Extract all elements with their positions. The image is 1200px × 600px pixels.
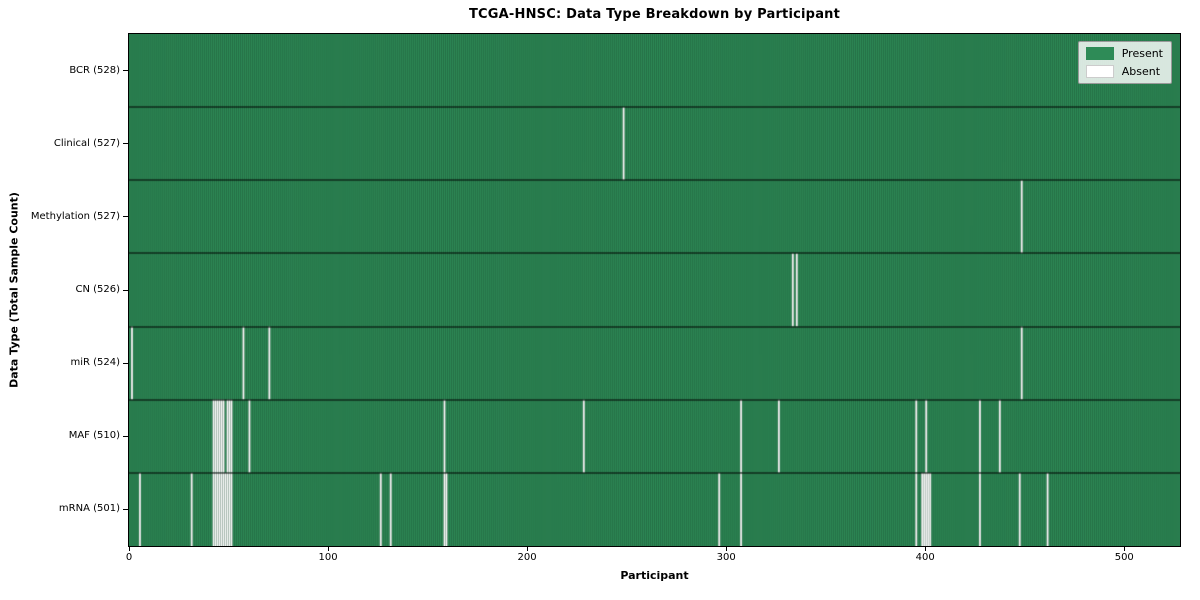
legend-item-absent: Absent <box>1085 65 1163 78</box>
y-tick-mark <box>123 362 128 364</box>
legend-absent-label: Absent <box>1121 65 1161 78</box>
y-tick-mark <box>123 70 128 72</box>
x-tick-label: 500 <box>1114 552 1134 563</box>
absent-swatch-icon <box>1085 65 1114 78</box>
y-tick-label: MAF (510) <box>68 430 120 442</box>
y-tick-label: mRNA (501) <box>58 503 120 515</box>
x-tick-mark <box>128 547 130 551</box>
x-tick-mark <box>924 547 926 551</box>
y-tick-mark <box>123 435 128 437</box>
y-tick-mark <box>123 216 128 218</box>
legend-item-present: Present <box>1085 47 1163 60</box>
x-tick-label: 100 <box>318 552 338 563</box>
y-tick-mark <box>123 143 128 145</box>
x-tick-mark <box>327 547 329 551</box>
plot-area: Present Absent <box>128 33 1181 547</box>
legend-present-label: Present <box>1121 47 1163 60</box>
y-tick-label: miR (524) <box>70 357 120 369</box>
x-tick-label: 300 <box>716 552 736 563</box>
y-tick-label: CN (526) <box>75 284 120 295</box>
x-tick-mark <box>526 547 528 551</box>
present-swatch-icon <box>1085 47 1114 60</box>
x-tick-label: 200 <box>517 552 537 563</box>
x-tick-label: 0 <box>125 552 133 563</box>
x-tick-mark <box>1123 547 1125 551</box>
y-tick-label: Methylation (527) <box>30 210 120 222</box>
legend: Present Absent <box>1077 41 1172 84</box>
y-tick-mark <box>123 289 128 291</box>
x-tick-label: 400 <box>915 552 935 563</box>
heatmap-canvas <box>129 34 1180 546</box>
chart-title: TCGA-HNSC: Data Type Breakdown by Partic… <box>468 7 841 22</box>
x-tick-mark <box>725 547 727 551</box>
y-tick-mark <box>123 508 128 510</box>
y-tick-label: Clinical (527) <box>53 137 120 149</box>
x-axis-label: Participant <box>620 569 689 582</box>
y-tick-label: BCR (528) <box>69 64 120 76</box>
